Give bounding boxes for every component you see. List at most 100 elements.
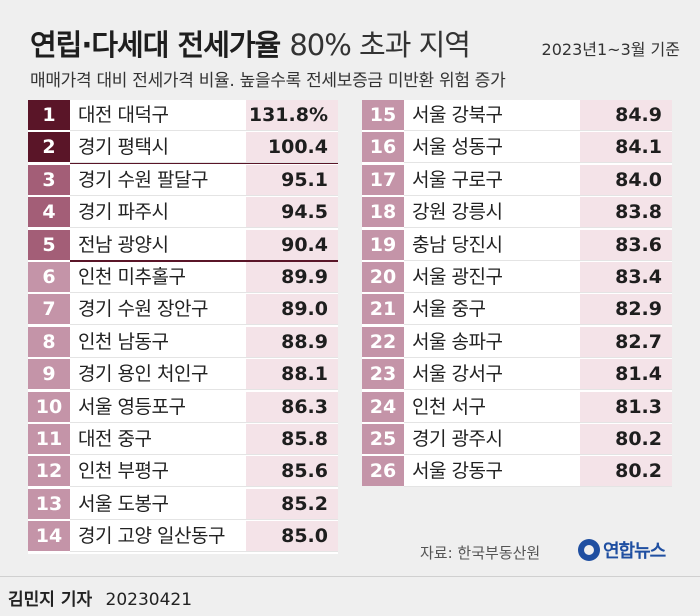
row-divider: [404, 292, 672, 293]
region-name: 서울 도봉구: [78, 492, 169, 515]
row-divider: [70, 421, 338, 423]
ratio-value: 85.8: [246, 424, 338, 454]
title-bar: 연립·다세대 전세가율 80% 초과 지역 2023년1~3월 기준: [30, 18, 680, 62]
row-divider: [70, 486, 338, 488]
table-row: 20 서울 광진구 83.4: [362, 262, 672, 293]
row-divider: [70, 356, 338, 358]
region-name: 경기 수원 장안구: [78, 298, 208, 321]
footer-divider: [0, 576, 700, 577]
rank-badge: 12: [28, 456, 70, 487]
table-row: 10 서울 영등포구 86.3: [28, 391, 338, 423]
region-name: 경기 파주시: [78, 201, 169, 224]
table-row: 21 서울 중구 82.9: [362, 294, 672, 326]
yonhap-logo-icon: [578, 539, 600, 561]
region-name: 서울 영등포구: [78, 395, 186, 418]
region-name: 서울 구로구: [412, 168, 503, 191]
rank-badge: 2: [28, 132, 70, 163]
region-name: 서울 중구: [412, 298, 486, 321]
ratio-value: 86.3: [246, 391, 338, 422]
table-row: 19 충남 당진시 83.6: [362, 229, 672, 261]
region-name: 강원 강릉시: [412, 201, 503, 224]
subtitle: 매매가격 대비 전세가격 비율. 높을수록 전세보증금 미반환 위험 증가: [30, 71, 506, 91]
row-divider: [404, 389, 672, 391]
source-credit: 자료: 한국부동산원: [420, 544, 541, 562]
title-bold: 연립·다세대 전세가율: [30, 28, 281, 62]
ratio-value: 85.0: [246, 521, 338, 552]
region-name: 인천 서구: [412, 395, 486, 418]
row-divider: [404, 194, 672, 196]
group-separator: [70, 260, 338, 262]
row-divider: [70, 292, 338, 293]
table-row: 2 경기 평택시 100.4: [28, 132, 338, 164]
region-name: 경기 용인 처인구: [78, 363, 208, 386]
group-separator: [70, 162, 338, 165]
region-name: 충남 당진시: [412, 233, 503, 256]
table-row: 1 대전 대덕구 131.8%: [28, 100, 338, 131]
row-divider: [404, 454, 672, 455]
ratio-value: 83.4: [580, 262, 672, 292]
rank-badge: 9: [28, 359, 70, 390]
ratio-value: 85.2: [246, 488, 338, 519]
row-divider: [70, 324, 338, 326]
region-name: 경기 평택시: [78, 136, 169, 159]
row-divider: [70, 551, 338, 553]
region-name: 대전 대덕구: [78, 104, 169, 126]
table-row: 13 서울 도봉구 85.2: [28, 488, 338, 520]
row-divider: [404, 259, 672, 261]
ratio-value: 83.8: [580, 197, 672, 228]
ratio-value: 131.8%: [246, 100, 338, 130]
rank-badge: 17: [362, 164, 404, 195]
ratio-value: 84.9: [580, 100, 672, 130]
row-divider: [70, 454, 338, 455]
yonhap-logo: 연합뉴스: [578, 535, 666, 565]
rank-badge: 16: [362, 132, 404, 163]
ratio-value: 83.6: [580, 229, 672, 260]
row-divider: [404, 486, 672, 488]
rank-badge: 1: [28, 100, 70, 130]
row-divider: [404, 324, 672, 326]
region-name: 인천 부평구: [78, 460, 169, 483]
table-row: 24 인천 서구 81.3: [362, 391, 672, 423]
rank-badge: 6: [28, 262, 70, 292]
region-name: 대전 중구: [78, 428, 152, 450]
ratio-value: 89.9: [246, 262, 338, 292]
rank-badge: 20: [362, 262, 404, 292]
rank-badge: 3: [28, 164, 70, 195]
rank-badge: 26: [362, 456, 404, 487]
region-name: 서울 송파구: [412, 330, 503, 353]
rank-badge: 11: [28, 424, 70, 454]
region-name: 서울 강북구: [412, 104, 503, 126]
ratio-value: 94.5: [246, 197, 338, 228]
region-name: 인천 미추홀구: [78, 266, 186, 288]
table-row: 14 경기 고양 일산동구 85.0: [28, 521, 338, 553]
table-row: 25 경기 광주시 80.2: [362, 424, 672, 455]
row-divider: [404, 130, 672, 131]
rank-badge: 7: [28, 294, 70, 325]
ranking-table-right: 15 서울 강북구 84.9 16 서울 성동구 84.1 17 서울 구로구 84.0 18 강원…: [362, 100, 672, 488]
ratio-value: 81.3: [580, 391, 672, 422]
region-name: 전남 광양시: [78, 233, 169, 256]
date-range: 2023년1~3월 기준: [541, 40, 680, 59]
region-name: 서울 광진구: [412, 266, 503, 288]
region-name: 경기 수원 팔달구: [78, 168, 208, 191]
title-light: 80% 초과 지역: [289, 28, 471, 62]
rank-badge: 23: [362, 359, 404, 390]
table-row: 11 대전 중구 85.8: [28, 424, 338, 455]
table-row: 18 강원 강릉시 83.8: [362, 197, 672, 229]
row-divider: [70, 227, 338, 229]
row-divider: [70, 389, 338, 391]
region-name: 서울 강서구: [412, 363, 503, 386]
table-row: 9 경기 용인 처인구 88.1: [28, 359, 338, 391]
ratio-value: 80.2: [580, 456, 672, 487]
publish-date: 20230421: [105, 590, 193, 610]
ratio-value: 82.7: [580, 326, 672, 357]
table-row: 4 경기 파주시 94.5: [28, 197, 338, 229]
table-row: 22 서울 송파구 82.7: [362, 326, 672, 358]
ratio-value: 80.2: [580, 424, 672, 454]
rank-badge: 14: [28, 521, 70, 552]
table-row: 17 서울 구로구 84.0: [362, 164, 672, 196]
row-divider: [404, 421, 672, 423]
rank-badge: 22: [362, 326, 404, 357]
rank-badge: 13: [28, 488, 70, 519]
ratio-value: 88.1: [246, 359, 338, 390]
